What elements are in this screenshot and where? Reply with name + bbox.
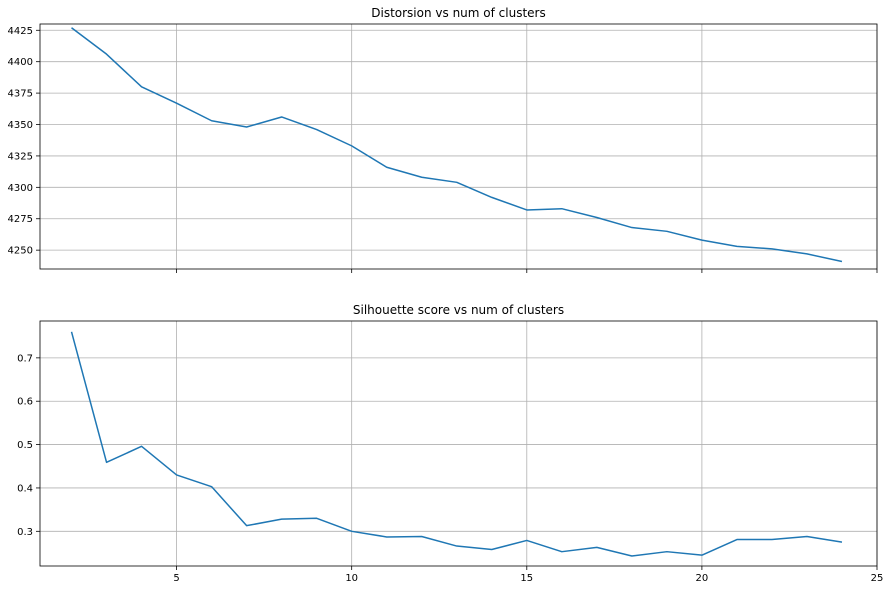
distortion-y-tick-label: 4300 bbox=[8, 183, 33, 194]
silhouette-axes-frame bbox=[39, 320, 878, 567]
silhouette-series-line bbox=[70, 331, 843, 557]
distortion-y-tick-label: 4250 bbox=[8, 246, 33, 257]
silhouette-y-tick-label: 0.5 bbox=[17, 440, 33, 451]
distortion-y-tick-label: 4325 bbox=[8, 151, 33, 162]
silhouette-subplot: Silhouette score vs num of clusters 5 10 1… bbox=[17, 303, 883, 584]
silhouette-x-tick-label: 15 bbox=[520, 573, 533, 584]
silhouette-x-tick-label: 25 bbox=[871, 573, 884, 584]
distortion-series-line bbox=[71, 27, 843, 263]
silhouette-y-tick-label: 0.3 bbox=[17, 527, 33, 538]
distortion-y-tick-label: 4425 bbox=[8, 26, 33, 37]
silhouette-y-tick-label: 0.4 bbox=[17, 483, 33, 494]
distortion-axes-frame bbox=[39, 23, 878, 270]
distortion-y-tick-label: 4350 bbox=[8, 120, 33, 131]
distortion-y-tick-label: 4375 bbox=[8, 89, 33, 100]
silhouette-x-tick-label: 20 bbox=[696, 573, 709, 584]
distortion-y-tick-label: 4400 bbox=[8, 57, 33, 68]
silhouette-y-tick-label: 0.6 bbox=[17, 397, 33, 408]
silhouette-x-tick-label: 5 bbox=[173, 573, 179, 584]
distortion-title: Distorsion vs num of clusters bbox=[371, 6, 545, 20]
silhouette-y-tick-label: 0.7 bbox=[17, 353, 33, 364]
distortion-subplot: Distorsion vs num of clusters 4250 4275 43… bbox=[8, 6, 878, 273]
distortion-y-tick-label: 4275 bbox=[8, 214, 33, 225]
silhouette-x-tick-label: 10 bbox=[345, 573, 358, 584]
silhouette-title: Silhouette score vs num of clusters bbox=[353, 303, 564, 317]
